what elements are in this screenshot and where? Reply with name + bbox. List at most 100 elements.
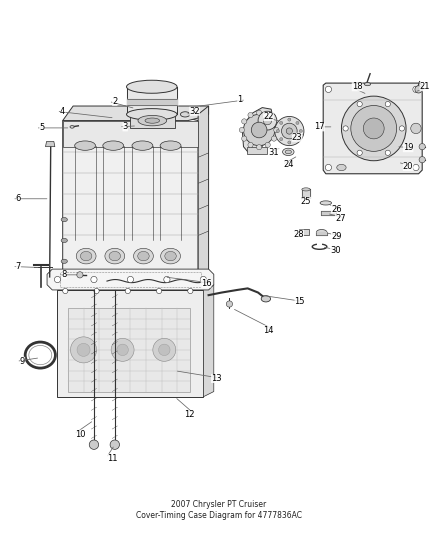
- Circle shape: [200, 277, 206, 282]
- Ellipse shape: [103, 141, 124, 150]
- Ellipse shape: [81, 252, 92, 261]
- Circle shape: [111, 338, 134, 361]
- Text: 31: 31: [268, 148, 279, 157]
- Text: 25: 25: [301, 197, 311, 206]
- Ellipse shape: [127, 80, 177, 93]
- Circle shape: [282, 123, 297, 139]
- Circle shape: [272, 136, 277, 141]
- Circle shape: [385, 101, 390, 107]
- Circle shape: [77, 272, 83, 278]
- Circle shape: [357, 101, 362, 107]
- Ellipse shape: [302, 188, 310, 191]
- Polygon shape: [247, 147, 268, 155]
- Circle shape: [164, 277, 170, 282]
- Circle shape: [419, 157, 425, 163]
- Ellipse shape: [127, 109, 177, 120]
- Circle shape: [265, 142, 270, 148]
- Ellipse shape: [316, 230, 327, 235]
- Circle shape: [288, 118, 291, 121]
- Ellipse shape: [145, 118, 159, 123]
- Text: 15: 15: [294, 297, 305, 306]
- Text: 5: 5: [39, 124, 45, 132]
- Circle shape: [342, 96, 406, 161]
- Circle shape: [251, 122, 267, 138]
- Text: 24: 24: [283, 160, 293, 169]
- Circle shape: [343, 126, 348, 131]
- Circle shape: [153, 338, 176, 361]
- Circle shape: [274, 127, 279, 133]
- Text: 16: 16: [201, 279, 211, 288]
- Ellipse shape: [61, 217, 67, 222]
- Text: 3: 3: [123, 123, 128, 131]
- Ellipse shape: [160, 141, 181, 150]
- Text: 26: 26: [331, 205, 342, 214]
- Text: 8: 8: [62, 270, 67, 279]
- Polygon shape: [323, 83, 422, 174]
- Ellipse shape: [138, 252, 149, 261]
- Circle shape: [351, 106, 397, 151]
- Circle shape: [263, 116, 272, 125]
- Ellipse shape: [165, 252, 176, 261]
- Circle shape: [242, 119, 247, 124]
- Text: 20: 20: [403, 162, 413, 171]
- Polygon shape: [57, 290, 203, 397]
- Circle shape: [110, 440, 120, 449]
- Text: 10: 10: [74, 430, 85, 439]
- Circle shape: [413, 164, 419, 171]
- Circle shape: [357, 150, 362, 156]
- Polygon shape: [131, 115, 175, 128]
- Ellipse shape: [364, 83, 371, 86]
- Ellipse shape: [161, 248, 180, 264]
- Text: 19: 19: [403, 143, 413, 152]
- Circle shape: [299, 130, 302, 133]
- Polygon shape: [203, 285, 214, 397]
- Circle shape: [413, 86, 419, 93]
- Circle shape: [226, 301, 233, 307]
- Text: 21: 21: [420, 82, 430, 91]
- Text: 13: 13: [211, 374, 222, 383]
- Ellipse shape: [109, 252, 120, 261]
- Text: 7: 7: [16, 262, 21, 271]
- Text: 9: 9: [20, 357, 25, 366]
- Circle shape: [156, 288, 162, 294]
- Circle shape: [77, 343, 90, 357]
- Ellipse shape: [261, 296, 271, 302]
- Circle shape: [91, 277, 97, 282]
- Text: 29: 29: [331, 232, 342, 241]
- Polygon shape: [47, 269, 214, 290]
- Circle shape: [272, 119, 277, 124]
- Ellipse shape: [61, 238, 67, 243]
- Circle shape: [63, 288, 68, 294]
- Text: 6: 6: [16, 194, 21, 203]
- Text: 23: 23: [292, 133, 303, 142]
- Circle shape: [364, 118, 384, 139]
- Circle shape: [239, 127, 244, 133]
- Ellipse shape: [180, 112, 190, 117]
- Text: 32: 32: [189, 107, 200, 116]
- Circle shape: [419, 143, 425, 150]
- Polygon shape: [55, 274, 206, 285]
- Polygon shape: [46, 141, 55, 147]
- Circle shape: [94, 288, 99, 294]
- Text: 22: 22: [263, 112, 274, 121]
- Circle shape: [89, 440, 99, 449]
- Circle shape: [159, 344, 170, 356]
- Circle shape: [296, 122, 299, 125]
- Circle shape: [415, 86, 422, 93]
- Circle shape: [71, 337, 96, 363]
- Text: 2: 2: [112, 97, 117, 106]
- Polygon shape: [63, 118, 198, 283]
- Circle shape: [258, 111, 277, 130]
- Circle shape: [286, 128, 293, 134]
- Circle shape: [117, 344, 128, 356]
- Circle shape: [248, 142, 253, 148]
- Polygon shape: [198, 106, 208, 283]
- Polygon shape: [243, 108, 274, 153]
- Circle shape: [296, 138, 299, 141]
- Ellipse shape: [285, 150, 291, 154]
- Polygon shape: [57, 285, 214, 290]
- Ellipse shape: [105, 248, 125, 264]
- Text: 18: 18: [352, 82, 362, 91]
- Text: 14: 14: [263, 326, 274, 335]
- Circle shape: [280, 122, 283, 125]
